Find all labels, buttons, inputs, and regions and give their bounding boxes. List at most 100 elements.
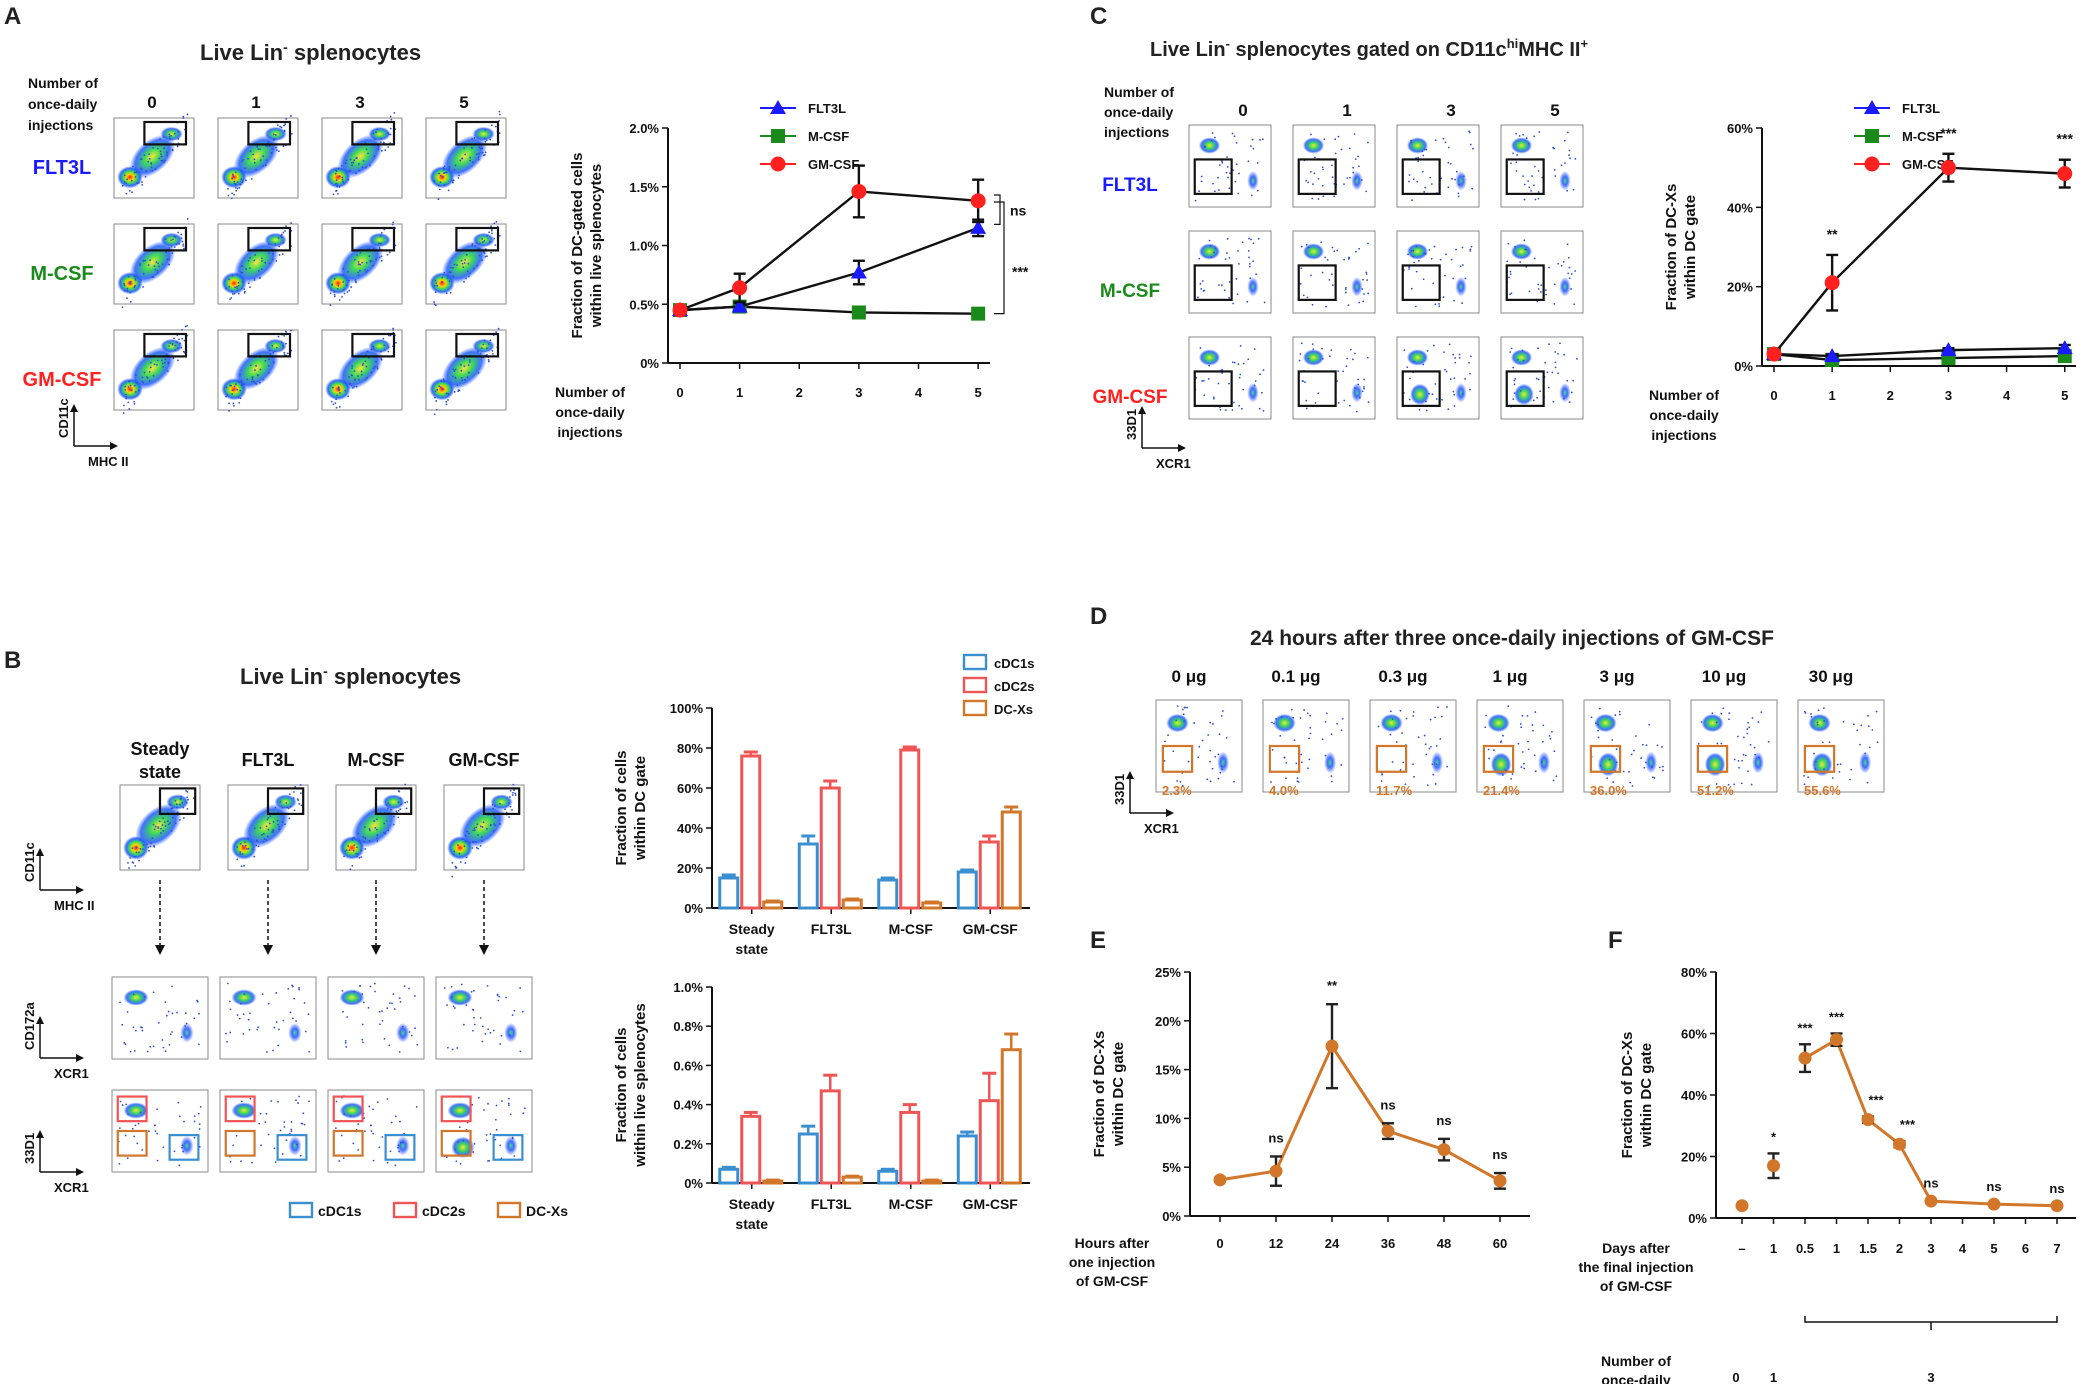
b-flow1-0-dot <box>139 839 142 841</box>
b-flow3-2-dot <box>369 1124 372 1127</box>
c-flow-0-1-dot <box>1333 195 1336 198</box>
b-flow3-0-dot <box>127 1113 129 1116</box>
panel-a-title: Live Lin- splenocytes <box>200 39 421 65</box>
a-flow-2-2-dot <box>392 327 395 330</box>
b-flow2-2-dot <box>362 1001 365 1004</box>
chart-a-annot-sig: *** <box>1012 263 1029 279</box>
a-flow-2-1-dot <box>290 329 292 332</box>
b-flow1-0-dot <box>169 804 172 806</box>
c-flow-1-0-dot <box>1201 280 1204 282</box>
d-flow-5-dot <box>1754 753 1757 756</box>
b-flow1-3-dot <box>457 844 459 846</box>
b-flow1-0-dot <box>158 820 161 823</box>
c-flow-2-2-dot <box>1406 366 1409 369</box>
b-flow1-2-dot <box>387 807 389 810</box>
c-flow-1-1-dot <box>1361 288 1364 290</box>
b-flow2-2-dot <box>369 985 372 988</box>
a-flow-0-0-dot <box>140 167 142 170</box>
c-flow-2-2-dot <box>1453 377 1456 380</box>
a-flow-0-0-dot <box>125 182 128 185</box>
d-flow-1-dot <box>1325 712 1328 715</box>
a-flow-1-2-dot <box>386 253 389 256</box>
chart-f-point-0 <box>1735 1199 1749 1213</box>
a-flow-2-1-dot <box>238 381 241 384</box>
chart-f-sig-7: ns <box>1986 1179 2001 1194</box>
b-arrow-head-1 <box>263 945 273 955</box>
b-flow1-1-dot <box>244 844 247 847</box>
chart-e-xlabel-0: Hours after <box>1075 1235 1150 1251</box>
b-flow1-0-dot <box>164 825 167 827</box>
c-flow-2-1-dot <box>1363 387 1365 390</box>
chart-f-xticklabel-0: – <box>1738 1241 1745 1256</box>
b-flow1-2-dot <box>368 839 371 842</box>
d-flow-4-dot <box>1656 744 1659 747</box>
chart-e-xticklabel-3: 36 <box>1381 1236 1395 1251</box>
chart-f-xlabel-1: the final injection <box>1578 1259 1693 1275</box>
d-flow-3-dot <box>1519 723 1522 725</box>
c-flow-1-3-dot <box>1568 266 1571 269</box>
d-flow-4-dot <box>1640 757 1642 759</box>
c-flow-1-0-dot <box>1228 281 1231 283</box>
a-flow-0-2-density-core <box>325 166 351 189</box>
b-flow2-2-dot <box>388 1002 391 1004</box>
b-flow1-1-dot <box>240 865 243 868</box>
a-flow-1-1-dot <box>280 234 283 237</box>
a-flow-1-3-dot <box>478 254 481 257</box>
b-flow2-2-dot <box>398 997 401 1000</box>
c-flow-1-2-dot <box>1438 305 1441 308</box>
d-flow-1-dot <box>1321 738 1324 741</box>
b-legend-label-2: DC-Xs <box>526 1203 568 1219</box>
c-flow-1-0-dot <box>1214 247 1217 250</box>
a-flow-2-2-dot <box>362 362 365 365</box>
a-flow-1-3-dot <box>460 259 463 262</box>
b-flow2-0-dot <box>171 985 173 988</box>
a-flow-2-2-dot <box>355 385 358 388</box>
b-flow3-1-gate <box>276 1133 308 1161</box>
b-flow2-1-cluster-a <box>231 989 257 1006</box>
d-flow-5-dot <box>1757 721 1760 723</box>
b-flow3-1-dot <box>300 1122 303 1125</box>
a-flow-2-0-dot <box>128 380 131 383</box>
a-flow-0-1-dot <box>235 189 238 192</box>
b-flow2-2-dot <box>353 990 355 993</box>
b-flow1-0-dot <box>134 855 137 858</box>
chart-b1-ylabel-0: Fraction of cells <box>613 750 630 865</box>
c-flow-1-0-dot <box>1257 237 1260 240</box>
a-flow-1-0-dot <box>183 247 185 250</box>
a-flow-0-3-dot <box>469 159 472 162</box>
b-flow1-0-dot <box>160 827 162 830</box>
c-flow-1-3-dot <box>1528 290 1531 293</box>
d-flow-1-dot <box>1324 754 1327 757</box>
a-flow-1-1-dot <box>237 292 240 295</box>
a-flow-2-0-dot <box>125 396 128 399</box>
d-flow-5-dot <box>1747 721 1750 724</box>
a-flow-2-2-dot <box>376 367 379 370</box>
b-flow1-1-dot <box>281 821 284 823</box>
a-flow-1-1-dot <box>278 245 281 248</box>
b-flow1-0-dot <box>182 817 185 819</box>
a-flow-1-2-dot <box>369 261 372 263</box>
c-flow-2-1-dot <box>1321 357 1324 360</box>
b-flow3-2-dot <box>394 1164 397 1167</box>
a-flow-2-2-dot <box>339 391 341 394</box>
c-axes-xarrow <box>1178 444 1186 452</box>
a-flow-0-3-dot <box>447 169 449 171</box>
panel-d-title: 24 hours after three once-daily injectio… <box>1250 627 1774 650</box>
b-flow1-2-dot <box>358 857 361 859</box>
a-flow-1-3-dot <box>491 232 493 235</box>
a-flow-1-2-dot <box>368 255 371 258</box>
d-flow-6-dot <box>1839 763 1842 766</box>
b-flow1-0-dot <box>180 797 183 800</box>
a-flow-0-3-dot <box>452 181 454 184</box>
b-flow2-2-dot <box>367 1006 370 1009</box>
c-flow-0-3-dot <box>1568 154 1570 157</box>
b-flow3-3-cluster-b <box>504 1135 518 1156</box>
a-flow-2-0-dot <box>167 361 170 364</box>
c-flow-1-3-dot <box>1560 264 1563 267</box>
a-flow-0-2-dot <box>345 159 348 162</box>
c-flow-0-0-dot <box>1229 172 1231 174</box>
a-flow-2-2-dot <box>365 365 368 368</box>
a-flow-0-1-dot <box>252 153 255 156</box>
c-flow-1-2-dot <box>1415 245 1418 248</box>
